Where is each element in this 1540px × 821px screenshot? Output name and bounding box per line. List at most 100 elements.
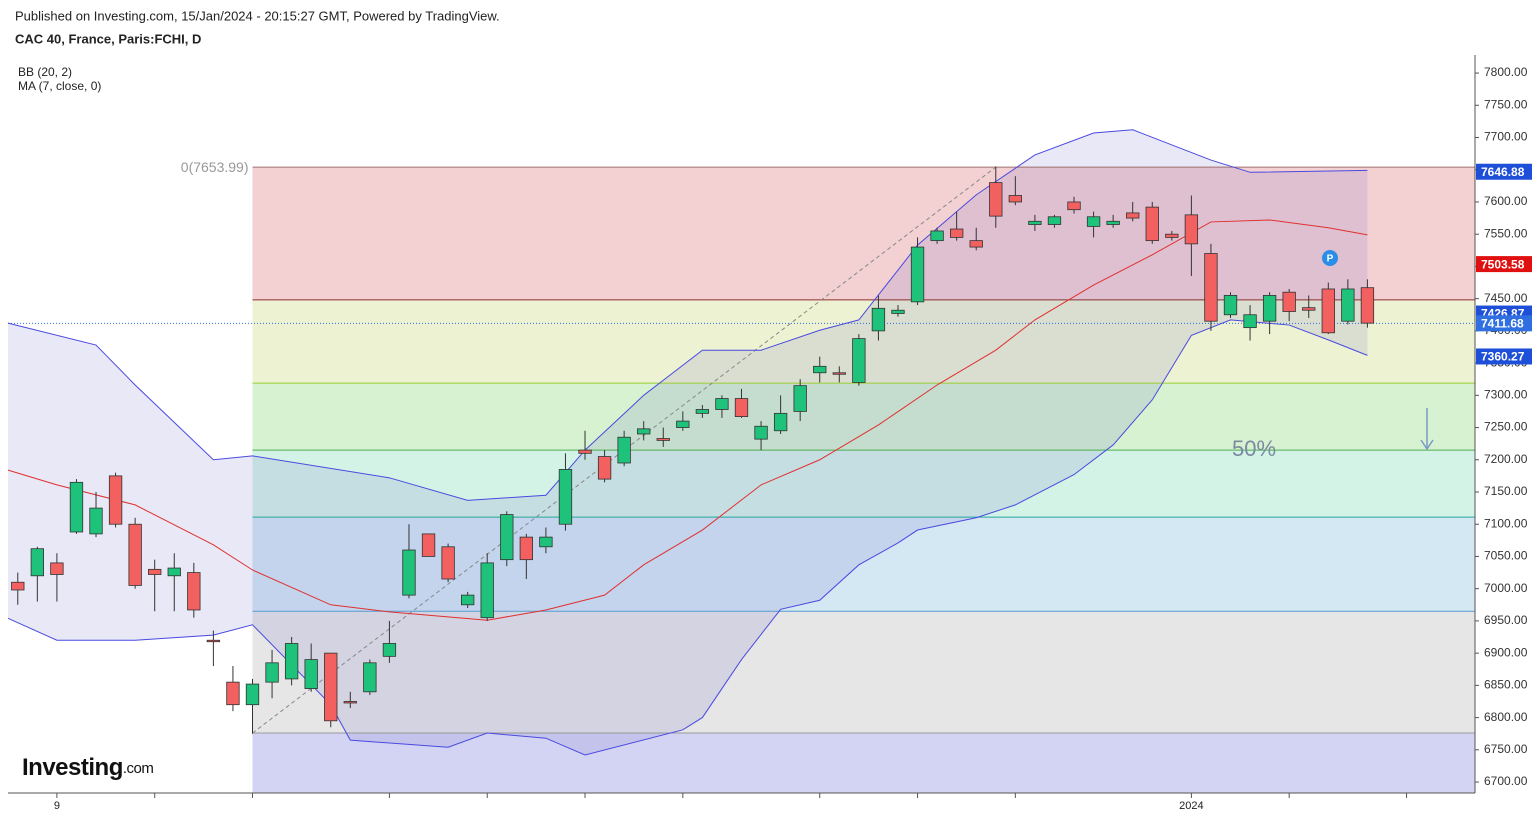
candle-body xyxy=(1223,295,1238,316)
y-tick-label: 7250.00 xyxy=(1484,420,1528,434)
y-tick-label: 7750.00 xyxy=(1484,97,1528,111)
candle-body xyxy=(989,182,1003,217)
indicator-line xyxy=(7,219,1368,621)
p-marker-text: P xyxy=(1327,254,1334,265)
indicator: BB (20, 2) xyxy=(18,65,72,79)
candle-body xyxy=(1262,295,1277,322)
candle-body xyxy=(558,469,573,525)
candle-body xyxy=(441,546,455,580)
fib-label: 0(7653.99) xyxy=(181,159,249,175)
candle-body xyxy=(1126,212,1140,219)
annotation: 50% xyxy=(1232,436,1276,461)
candle-body xyxy=(187,572,201,611)
price-tag xyxy=(1476,348,1532,365)
candle-body xyxy=(1321,288,1335,334)
candle-body xyxy=(461,594,475,606)
candle-body xyxy=(363,662,377,693)
y-tick-label: 6900.00 xyxy=(1484,645,1528,659)
fib-zone xyxy=(252,611,1475,734)
x-tick-label: 9 xyxy=(54,800,60,812)
candle-body xyxy=(1028,220,1042,225)
candle-body xyxy=(773,412,788,432)
candle-body xyxy=(89,507,103,535)
candle-body xyxy=(1243,314,1257,329)
logo: Investing.com xyxy=(22,754,153,781)
price-tag-label: 7411.68 xyxy=(1481,317,1524,331)
fib-zone xyxy=(252,383,1475,451)
candle-body xyxy=(69,481,84,533)
price-tag-label: 7360.27 xyxy=(1481,350,1525,364)
candle-body xyxy=(852,338,866,383)
candle-body xyxy=(1282,291,1296,312)
candle-body xyxy=(1184,214,1199,245)
y-tick-label: 6850.00 xyxy=(1484,678,1528,692)
y-tick-label: 7200.00 xyxy=(1484,452,1528,466)
y-tick-label: 6700.00 xyxy=(1484,774,1528,788)
candle-body xyxy=(382,643,397,657)
fib-zone xyxy=(252,517,1475,612)
candle-body xyxy=(500,514,514,561)
candle-body xyxy=(265,662,279,683)
logo-name: Investing xyxy=(22,754,123,781)
candle-body xyxy=(734,398,749,417)
candle-body xyxy=(637,428,651,435)
candle-body xyxy=(1204,253,1218,322)
candle-body xyxy=(1360,287,1375,324)
candle-body xyxy=(402,549,416,596)
y-tick-label: 6800.00 xyxy=(1484,710,1528,724)
candle-body xyxy=(656,438,670,441)
candle-body xyxy=(1086,216,1101,227)
candle-body xyxy=(950,228,964,238)
candle-body xyxy=(245,683,260,706)
candle-body xyxy=(167,567,181,577)
candle-body xyxy=(50,562,64,575)
candle-body xyxy=(597,456,612,480)
price-tag-label: 7646.88 xyxy=(1481,165,1525,179)
fib-zone xyxy=(252,733,1475,793)
trend-line xyxy=(252,166,997,734)
y-tick-label: 6750.00 xyxy=(1484,742,1528,756)
candle-body xyxy=(715,398,729,410)
candle-body xyxy=(148,568,162,575)
indicator: MA (7, close, 0) xyxy=(18,79,101,93)
y-tick-label: 7800.00 xyxy=(1484,65,1528,79)
candle-body xyxy=(1145,206,1159,242)
y-tick-label: 7600.00 xyxy=(1484,194,1528,208)
candle-body xyxy=(421,533,436,557)
arrow xyxy=(1420,408,1434,451)
candle-body xyxy=(676,420,690,428)
candle-body xyxy=(30,548,44,577)
candle-body xyxy=(226,681,240,706)
candle-body xyxy=(108,475,123,525)
fib-zone xyxy=(252,450,1475,518)
fib-zone xyxy=(252,167,1475,300)
p-marker xyxy=(1322,250,1338,266)
price-tag xyxy=(1476,163,1532,180)
y-tick-label: 6950.00 xyxy=(1484,613,1528,627)
candle-body xyxy=(343,701,357,704)
candle-body xyxy=(910,246,925,303)
candle-body xyxy=(969,240,983,248)
candle-body xyxy=(1302,307,1316,311)
logo-suffix: .com xyxy=(123,760,154,777)
y-tick-label: 7050.00 xyxy=(1484,549,1528,563)
candle-body xyxy=(304,659,318,689)
candle-body xyxy=(813,365,827,374)
candle-body xyxy=(519,536,533,561)
y-tick-label: 7000.00 xyxy=(1484,581,1528,595)
candle-body xyxy=(1047,216,1062,225)
candle-body xyxy=(793,385,807,412)
indicator-line xyxy=(7,129,1368,501)
price-tag xyxy=(1476,256,1532,273)
candle-body xyxy=(832,372,846,375)
candle-body xyxy=(324,652,338,722)
y-tick-label: 7550.00 xyxy=(1484,226,1528,240)
candle-body xyxy=(617,436,631,464)
candle-body xyxy=(578,449,592,454)
candle-body xyxy=(11,581,25,591)
candle-body xyxy=(930,230,944,242)
candle-body xyxy=(891,309,905,314)
y-tick-label: 7700.00 xyxy=(1484,130,1528,144)
candle-body xyxy=(284,643,299,680)
